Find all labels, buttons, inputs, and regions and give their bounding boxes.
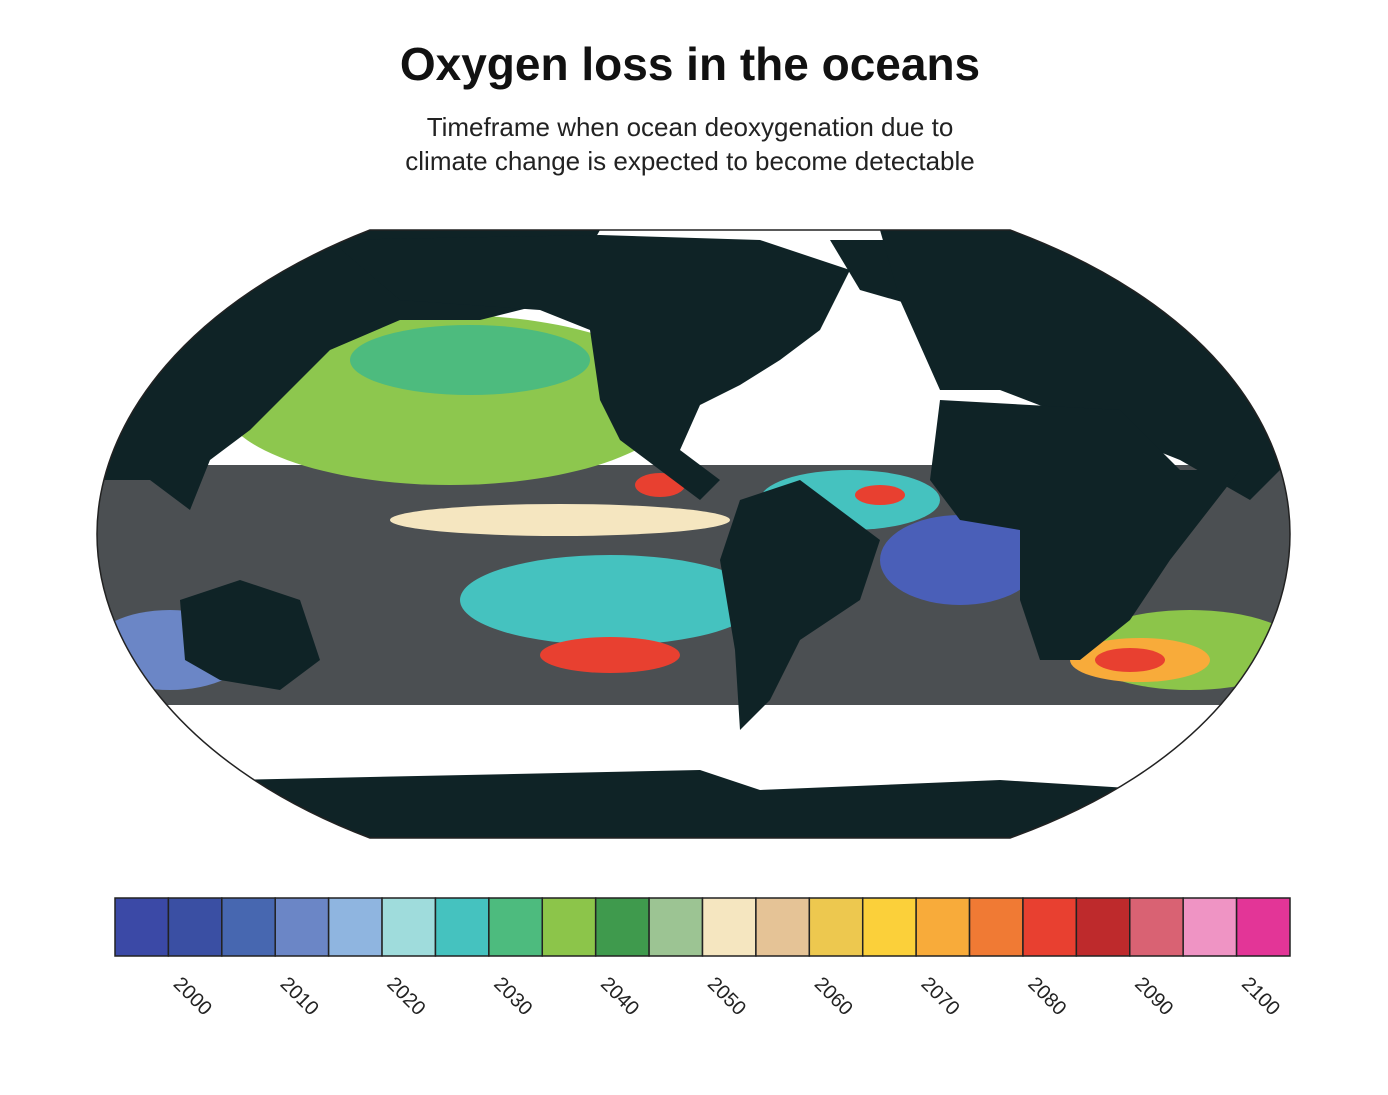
tick-label: 2050 [703,973,750,1020]
color-box [755,897,811,957]
zone [540,637,680,673]
color-box [167,897,223,957]
map [97,230,1290,838]
color-box [648,897,704,957]
color-box [327,897,383,957]
color-box [1129,897,1184,957]
tick-label: 2000 [169,973,216,1020]
color-box [808,897,864,957]
color-box [381,897,437,957]
tick-label: 2090 [1130,973,1177,1020]
zone [855,485,905,505]
tick-label: 2040 [596,973,643,1020]
zone [880,515,1040,605]
title: Oxygen loss in the oceans [400,38,980,90]
color-box [541,897,597,957]
color-box [114,897,170,957]
zone [390,504,730,536]
tick-label: 2060 [810,973,857,1020]
zone [460,555,760,645]
color-box [1182,897,1238,957]
tick-label: 2020 [383,973,430,1020]
map-outline [96,229,1291,839]
color-box [1075,897,1131,957]
color-box [594,897,650,957]
tick-label: 2030 [489,973,536,1020]
color-box [1022,897,1078,957]
color-box [915,897,971,957]
color-box [701,897,757,957]
subtitle-line: climate change is expected to become det… [405,146,974,176]
tick-label: 2080 [1023,973,1070,1020]
color-box [434,897,490,957]
colorbar: 2000 2010 2020 2030 2040 2050 2060 2070 2080 2090… [114,897,1291,1020]
tick-label: 2010 [276,973,323,1020]
zone [1095,648,1165,672]
color-box [221,897,276,957]
tick-label: 2100 [1237,973,1284,1020]
subtitle-line: Timeframe when ocean deoxygenation due t… [427,112,954,142]
color-box [861,897,917,957]
color-box [488,897,544,957]
color-box [968,897,1024,957]
color-box [1235,897,1291,957]
zone [350,325,590,395]
color-box [274,897,330,957]
tick-label: 2070 [917,973,964,1020]
